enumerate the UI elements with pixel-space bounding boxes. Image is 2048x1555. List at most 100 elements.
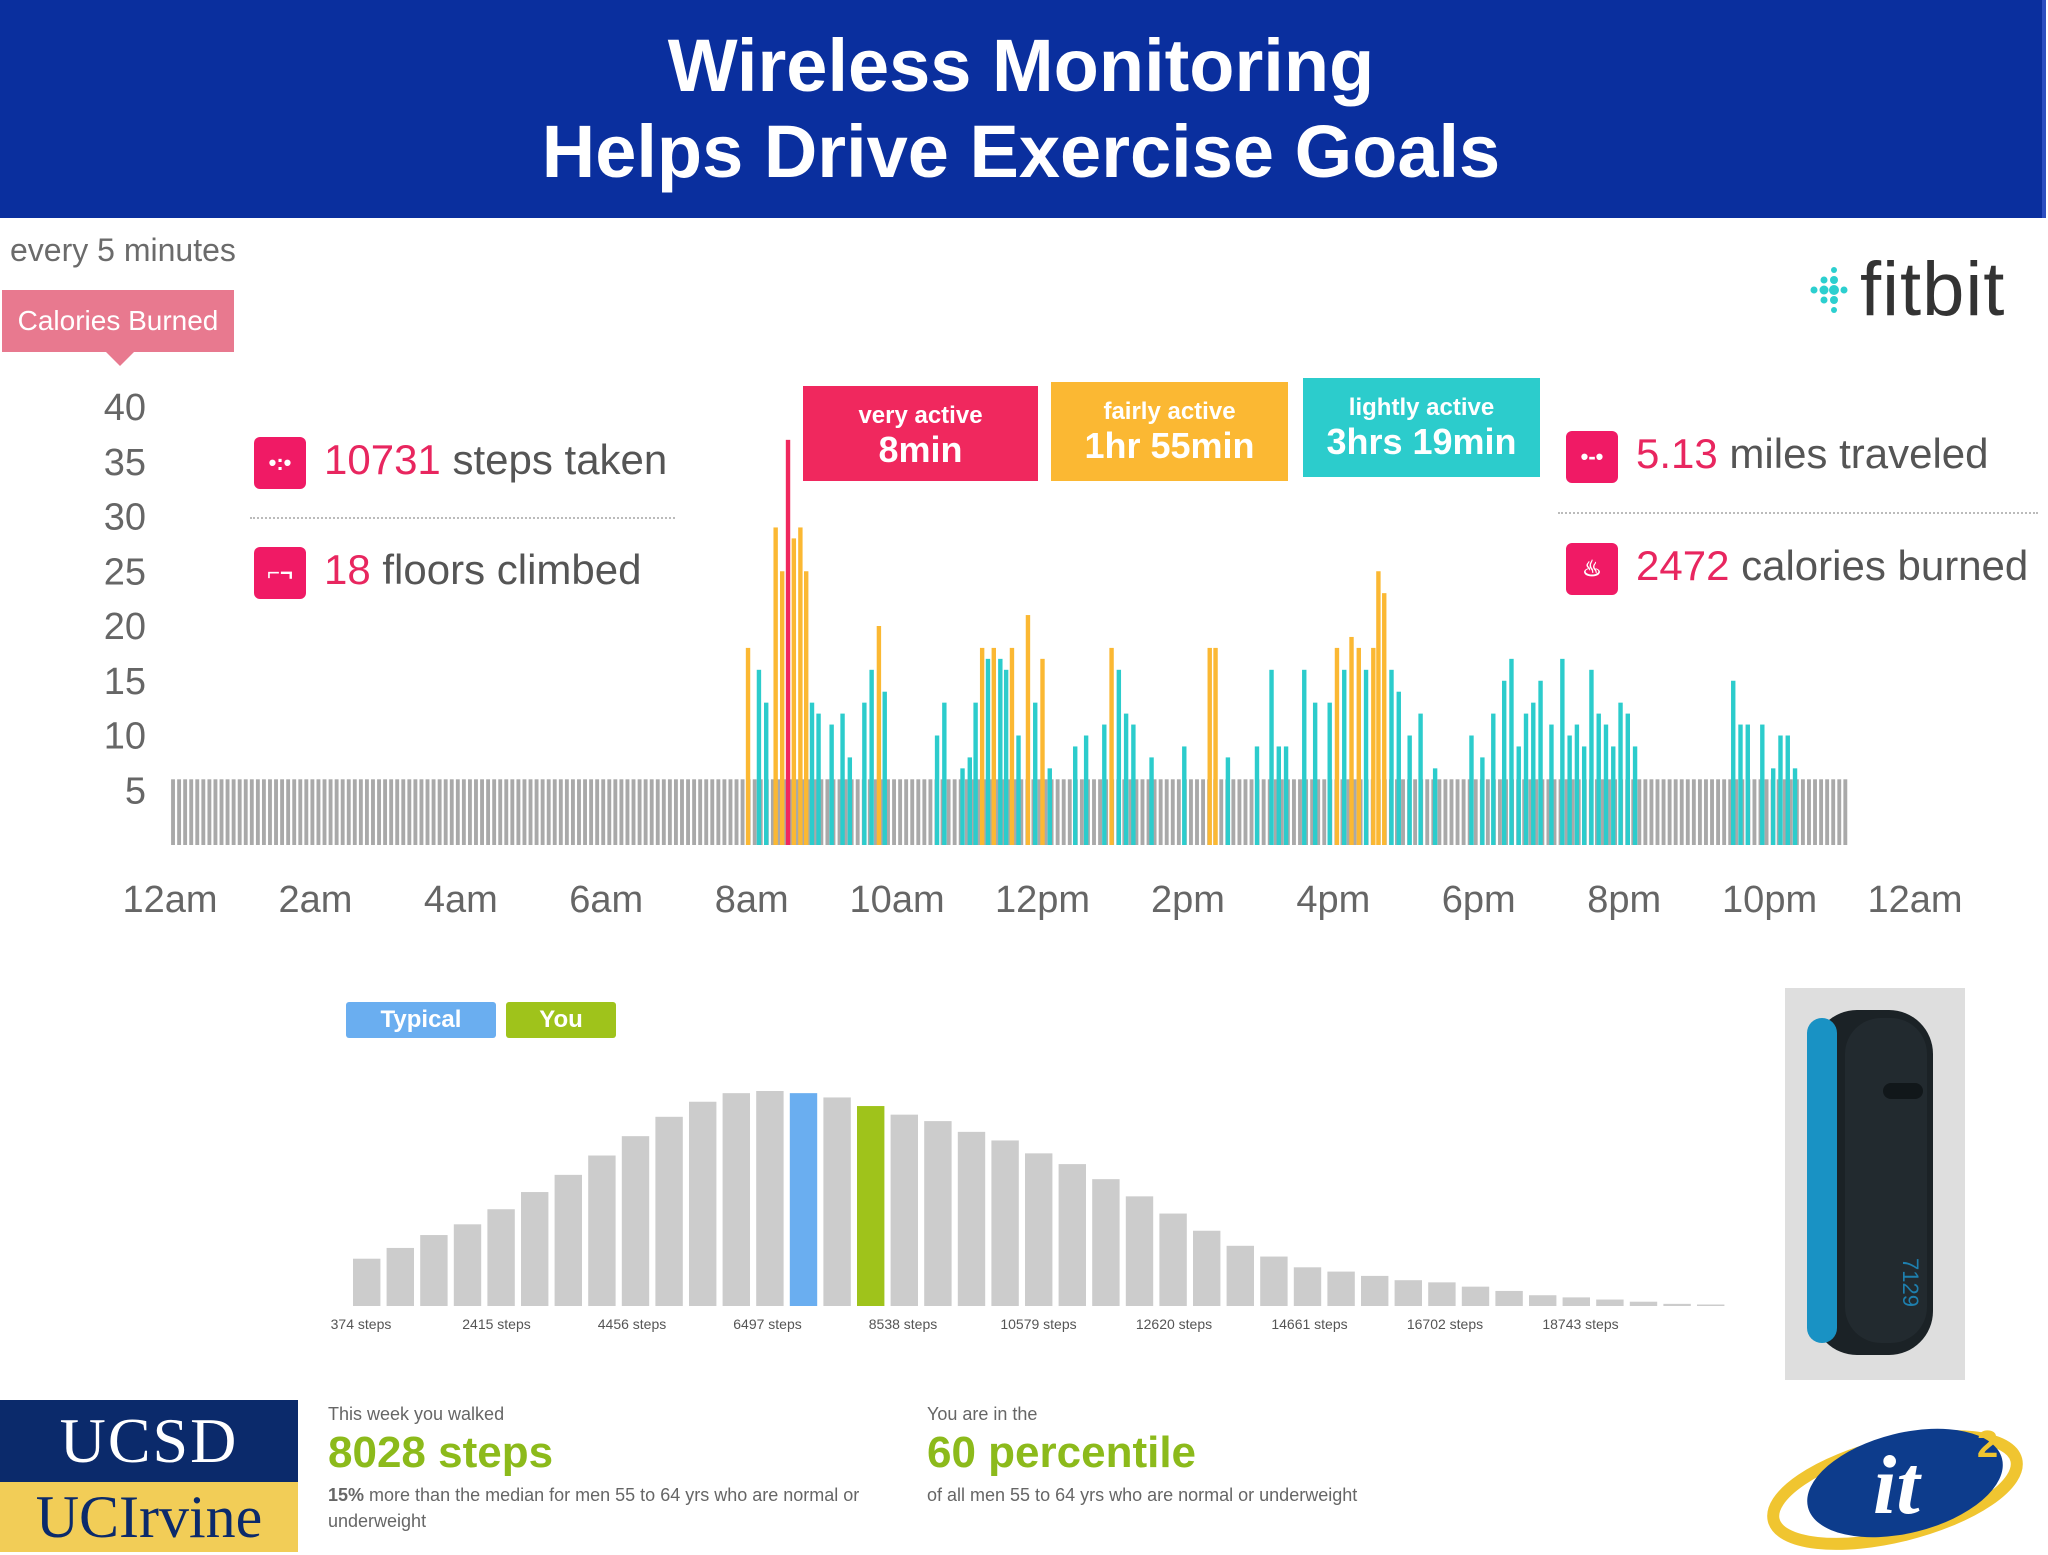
activity-bar xyxy=(1047,768,1052,845)
baseline-bar xyxy=(346,779,351,845)
x-tick-label: 2pm xyxy=(1151,879,1225,921)
baseline-bar xyxy=(879,779,884,845)
baseline-bar xyxy=(1413,779,1418,845)
distribution-bar xyxy=(588,1155,616,1306)
activity-bar xyxy=(1334,647,1340,845)
baseline-bar xyxy=(910,779,915,845)
baseline-bar xyxy=(601,779,606,845)
baseline-bar xyxy=(892,779,896,845)
activity-fairly-label: fairly active xyxy=(1103,398,1236,425)
baseline-bar xyxy=(1607,779,1611,845)
baseline-bar xyxy=(225,779,230,845)
distribution-bar xyxy=(1629,1301,1658,1306)
baseline-bar xyxy=(201,779,206,845)
baseline-bar xyxy=(1819,779,1824,845)
percentile-description: of all men 55 to 64 yrs who are normal o… xyxy=(927,1485,1358,1505)
activity-bar xyxy=(1327,702,1332,845)
divider xyxy=(250,517,675,519)
activity-bar xyxy=(1785,735,1790,845)
x-tick-label: 10am xyxy=(850,879,945,921)
baseline-bar xyxy=(1346,779,1351,845)
distribution-bar xyxy=(1193,1230,1221,1306)
baseline-bar xyxy=(249,779,254,845)
it2-text: it xyxy=(1873,1439,1922,1532)
distribution-bar xyxy=(857,1106,885,1306)
activity-bar xyxy=(1213,647,1218,845)
distribution-bar xyxy=(1092,1179,1120,1306)
baseline-bar xyxy=(637,779,642,845)
baseline-bar xyxy=(1219,779,1224,845)
distribution-tick-label: 374 steps xyxy=(331,1316,392,1332)
activity-bar xyxy=(1560,658,1565,845)
baseline-bar xyxy=(607,779,612,845)
baseline-bar xyxy=(1601,779,1605,845)
baseline-bar xyxy=(855,779,860,845)
baseline-bar xyxy=(1782,779,1787,845)
baseline-bar xyxy=(995,779,999,845)
activity-bar xyxy=(869,669,874,845)
baseline-bar xyxy=(304,779,309,845)
baseline-bar xyxy=(1055,779,1060,845)
distribution-bar xyxy=(1529,1295,1557,1306)
activity-bar xyxy=(756,669,762,845)
activity-bar xyxy=(840,713,845,845)
distribution-tick-label: 18743 steps xyxy=(1542,1316,1618,1332)
activity-bar xyxy=(1480,757,1485,845)
activity-bar xyxy=(1778,735,1783,845)
fitbit-device-image: 7129 xyxy=(1785,988,1965,1380)
baseline-bar xyxy=(783,779,787,845)
activity-very-duration: 8min xyxy=(878,429,963,470)
activity-very-active: very active 8min xyxy=(803,386,1038,481)
activity-bar xyxy=(1376,571,1381,845)
weekly-steps-comparison: 15% more than the median for men 55 to 6… xyxy=(328,1482,888,1534)
distribution-bar xyxy=(1663,1303,1691,1306)
distribution-bar xyxy=(353,1258,381,1306)
distribution-bar xyxy=(1293,1267,1322,1306)
baseline-bar xyxy=(401,779,406,845)
metric-tab-calories[interactable]: Calories Burned xyxy=(2,290,234,366)
baseline-bar xyxy=(1455,779,1460,845)
stairs-icon: ⌐¬ xyxy=(254,546,306,599)
baseline-bar xyxy=(1322,779,1327,845)
baseline-bar xyxy=(655,779,660,845)
activity-bar xyxy=(1225,757,1231,845)
baseline-bar xyxy=(577,779,581,845)
baseline-bar xyxy=(480,779,484,845)
activity-bar xyxy=(745,647,751,845)
distance-icon: •-• xyxy=(1566,430,1618,483)
steps-icon: •:• xyxy=(254,436,306,489)
y-tick-label: 15 xyxy=(104,661,146,703)
activity-bar xyxy=(1363,669,1369,845)
baseline-bar xyxy=(292,779,297,845)
baseline-bar xyxy=(1528,779,1533,845)
activity-bar xyxy=(1073,746,1078,845)
activity-bar xyxy=(1603,724,1609,845)
baseline-bar xyxy=(1673,779,1678,845)
baseline-bar xyxy=(819,779,824,845)
baseline-bar xyxy=(1449,779,1454,845)
baseline-bar xyxy=(1261,779,1266,845)
activity-bar xyxy=(1033,702,1038,845)
distribution-bar xyxy=(1495,1290,1523,1306)
baseline-bar xyxy=(510,779,515,845)
baseline-bar xyxy=(1158,779,1163,845)
baseline-bar xyxy=(443,779,448,845)
activity-bar xyxy=(1516,746,1521,845)
distribution-bar xyxy=(1697,1304,1725,1306)
activity-bar xyxy=(829,724,834,845)
activity-bar xyxy=(1574,724,1580,845)
baseline-bar xyxy=(740,779,745,845)
baseline-bar xyxy=(1570,779,1575,845)
baseline-bar xyxy=(680,779,684,845)
baseline-bar xyxy=(710,779,715,845)
baseline-bar xyxy=(770,779,775,845)
baseline-bar xyxy=(1734,779,1739,845)
baseline-bar xyxy=(1128,779,1133,845)
baseline-bar xyxy=(1098,779,1102,845)
baseline-bar xyxy=(704,779,709,845)
baseline-bar xyxy=(922,779,927,845)
activity-bar xyxy=(1116,669,1122,845)
activity-bar xyxy=(780,571,785,845)
baseline-bar xyxy=(898,779,903,845)
distribution-bar xyxy=(621,1136,650,1306)
